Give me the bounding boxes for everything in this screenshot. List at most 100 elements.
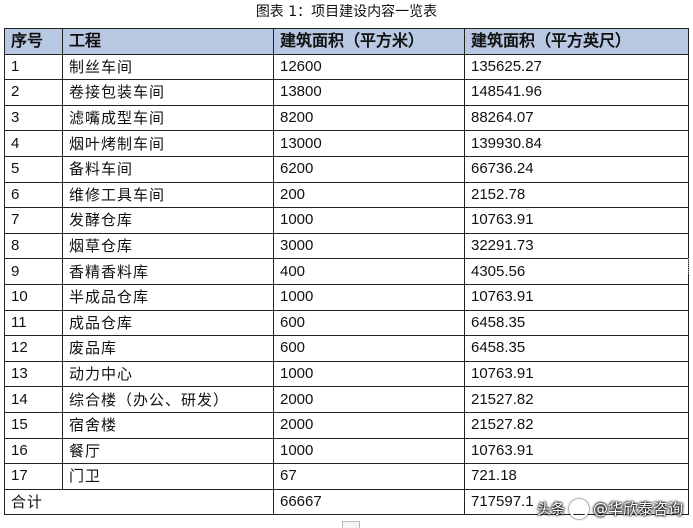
table-row: 3 滤嘴成型车间 8200 88264.07 — [4, 104, 689, 132]
row-area-sqm: 1000 — [273, 437, 465, 465]
row-index: 6 — [4, 181, 63, 209]
row-project: 卷接包装车间 — [62, 79, 274, 106]
row-index: 12 — [4, 335, 63, 362]
row-area-sqft: 66736.24 — [464, 155, 689, 183]
watermark: 头条 @华欣泰咨询 — [537, 498, 683, 519]
table-row: 2 卷接包装车间 13800 148541.96 — [4, 79, 689, 106]
table-row: 14 综合楼（办公、研发） 2000 21527.82 — [4, 386, 689, 413]
table-row: 10 半成品仓库 1000 10763.91 — [4, 283, 689, 311]
row-index: 15 — [4, 411, 63, 439]
row-area-sqft: 721.18 — [464, 463, 689, 490]
row-area-sqm: 2000 — [273, 386, 465, 413]
row-area-sqm: 8200 — [273, 104, 465, 132]
table-body: 1 制丝车间 12600 135625.27 2 卷接包装车间 13800 148541.96… — [4, 53, 689, 490]
total-row: 合计 66667 717597.1 — [4, 488, 689, 516]
table-row: 8 烟草仓库 3000 32291.73 — [4, 232, 689, 260]
row-area-sqft: 10763.91 — [464, 283, 689, 311]
header-area-sqm: 建筑面积（平方米） — [273, 28, 465, 55]
table-row: 6 维修工具车间 200 2152.78 — [4, 181, 689, 209]
row-index: 10 — [4, 283, 63, 311]
row-index: 4 — [4, 130, 63, 157]
table-row: 11 成品仓库 600 6458.35 — [4, 309, 689, 337]
row-project: 综合楼（办公、研发） — [62, 386, 274, 413]
row-project: 半成品仓库 — [62, 283, 274, 311]
row-index: 16 — [4, 437, 63, 465]
row-project: 滤嘴成型车间 — [62, 104, 274, 132]
table-caption: 图表 1：项目建设内容一览表 — [255, 4, 438, 20]
row-area-sqm: 6200 — [273, 155, 465, 183]
watermark-logo-icon — [568, 498, 589, 519]
header-area-sqft: 建筑面积（平方英尺） — [464, 28, 689, 55]
row-area-sqft: 21527.82 — [464, 411, 689, 439]
row-project: 废品库 — [62, 335, 274, 362]
table-row: 4 烟叶烤制车间 13000 139930.84 — [4, 130, 689, 157]
row-area-sqm: 200 — [273, 181, 465, 209]
row-project: 发酵仓库 — [62, 207, 274, 234]
project-content-table: 序号 工程 建筑面积（平方米） 建筑面积（平方英尺） 1 制丝车间 12600 135… — [4, 28, 689, 516]
row-index: 11 — [4, 309, 63, 337]
table-row: 12 废品库 600 6458.35 — [4, 335, 689, 362]
row-area-sqft: 21527.82 — [464, 386, 689, 413]
row-area-sqft: 10763.91 — [464, 437, 689, 465]
row-index: 7 — [4, 207, 63, 234]
row-index: 14 — [4, 386, 63, 413]
table-row: 16 餐厅 1000 10763.91 — [4, 437, 689, 465]
row-project: 门卫 — [62, 463, 274, 490]
row-project: 餐厅 — [62, 437, 274, 465]
row-index: 9 — [4, 258, 63, 285]
row-index: 2 — [4, 79, 63, 106]
row-project: 维修工具车间 — [62, 181, 274, 209]
header-project: 工程 — [62, 28, 274, 55]
row-area-sqm: 2000 — [273, 411, 465, 439]
table-row: 13 动力中心 1000 10763.91 — [4, 360, 689, 388]
total-label: 合计 — [4, 488, 274, 516]
row-area-sqm: 3000 — [273, 232, 465, 260]
table-row: 5 备料车间 6200 66736.24 — [4, 155, 689, 183]
row-index: 1 — [4, 53, 63, 81]
row-area-sqm: 600 — [273, 309, 465, 337]
table-row: 1 制丝车间 12600 135625.27 — [4, 53, 689, 81]
page-anchor-marker — [342, 521, 360, 528]
row-area-sqm: 400 — [273, 258, 465, 285]
table-header-row: 序号 工程 建筑面积（平方米） 建筑面积（平方英尺） — [4, 28, 689, 55]
watermark-platform: 头条 — [536, 501, 565, 518]
row-area-sqft: 4305.56 — [464, 258, 689, 285]
row-area-sqm: 1000 — [273, 360, 465, 388]
row-project: 香精香料库 — [62, 258, 274, 285]
row-area-sqft: 10763.91 — [464, 207, 689, 234]
row-area-sqft: 2152.78 — [464, 181, 689, 209]
row-area-sqft: 148541.96 — [464, 79, 689, 106]
row-area-sqm: 13800 — [273, 79, 465, 106]
row-index: 17 — [4, 463, 63, 490]
row-area-sqm: 1000 — [273, 283, 465, 311]
row-area-sqm: 600 — [273, 335, 465, 362]
row-area-sqft: 135625.27 — [464, 53, 689, 81]
row-index: 13 — [4, 360, 63, 388]
row-project: 备料车间 — [62, 155, 274, 183]
row-project: 动力中心 — [62, 360, 274, 388]
row-area-sqft: 88264.07 — [464, 104, 689, 132]
row-project: 宿舍楼 — [62, 411, 274, 439]
row-area-sqft: 6458.35 — [464, 309, 689, 337]
row-area-sqft: 6458.35 — [464, 335, 689, 362]
row-project: 烟叶烤制车间 — [62, 130, 274, 157]
row-area-sqm: 1000 — [273, 207, 465, 234]
row-area-sqft: 139930.84 — [464, 130, 689, 157]
row-area-sqm: 12600 — [273, 53, 465, 81]
row-project: 烟草仓库 — [62, 232, 274, 260]
row-index: 8 — [4, 232, 63, 260]
table-row: 9 香精香料库 400 4305.56 — [4, 258, 689, 285]
header-index: 序号 — [4, 28, 63, 55]
row-area-sqft: 10763.91 — [464, 360, 689, 388]
row-area-sqm: 67 — [273, 463, 465, 490]
row-area-sqm: 13000 — [273, 130, 465, 157]
table-row: 7 发酵仓库 1000 10763.91 — [4, 207, 689, 234]
total-area-sqm: 66667 — [273, 488, 465, 516]
row-project: 成品仓库 — [62, 309, 274, 337]
edge-marker — [688, 258, 693, 274]
table-row: 15 宿舍楼 2000 21527.82 — [4, 411, 689, 439]
table-row: 17 门卫 67 721.18 — [4, 463, 689, 490]
row-area-sqft: 32291.73 — [464, 232, 689, 260]
row-project: 制丝车间 — [62, 53, 274, 81]
watermark-brand: @华欣泰咨询 — [592, 500, 683, 518]
